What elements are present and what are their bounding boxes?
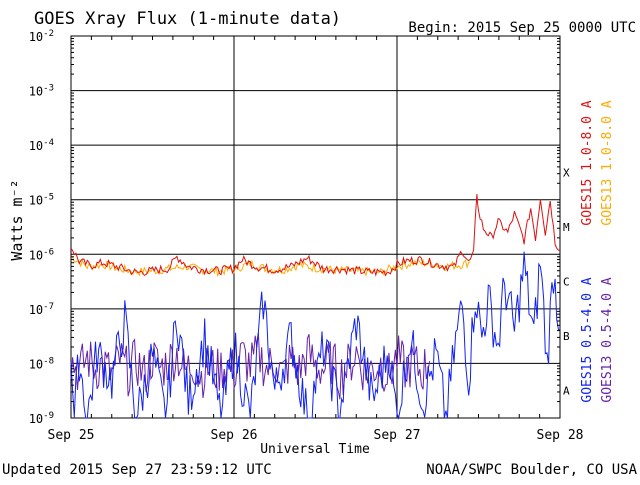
flare-class-label: X <box>563 166 570 179</box>
x-axis-label: Universal Time <box>260 442 370 457</box>
legend-entry: GOES13 1.0-8.0 A <box>600 100 615 225</box>
y-tick-label: 10-7 <box>29 302 54 317</box>
x-tick-label: Sep 26 <box>211 428 258 443</box>
legend-entry: GOES15 1.0-8.0 A <box>580 100 595 225</box>
y-tick-label: 10-6 <box>29 247 54 262</box>
y-tick-label: 10-5 <box>29 193 54 208</box>
x-tick-label: Sep 27 <box>374 428 421 443</box>
updated-timestamp: Updated 2015 Sep 27 23:59:12 UTC <box>2 462 272 478</box>
y-tick-label: 10-4 <box>29 138 54 153</box>
flare-class-label: C <box>563 276 570 289</box>
legend-entry: GOES15 0.5-4.0 A <box>580 277 595 402</box>
x-tick-label: Sep 25 <box>48 428 95 443</box>
legend: GOES15 1.0-8.0 A GOES13 1.0-8.0 A GOES15 0… <box>580 100 615 402</box>
x-axis-ticks: Sep 25 Sep 26 Sep 27 Sep 28 <box>48 36 584 443</box>
flare-class-label: B <box>563 330 570 343</box>
flare-class-label: M <box>563 221 570 234</box>
y-tick-label: 10-8 <box>29 356 54 371</box>
y-tick-label: 10-2 <box>29 29 54 44</box>
y-axis-label: Watts m⁻² <box>8 179 26 260</box>
series-line <box>70 251 561 420</box>
legend-entry: GOES13 0.5-4.0 A <box>600 277 615 402</box>
y-tick-label: 10-3 <box>29 84 54 99</box>
series-line <box>70 256 471 278</box>
begin-label: Begin: 2015 Sep 25 0000 UTC <box>408 20 636 36</box>
chart-title: GOES Xray Flux (1-minute data) <box>34 9 341 29</box>
flare-class-label: A <box>563 385 570 398</box>
flare-class-labels: X M C B A <box>563 166 570 397</box>
series-line <box>70 332 431 400</box>
y-tick-label: 10-9 <box>29 411 54 426</box>
y-axis-ticks: 10-2 10-3 10-4 10-5 10-6 10-7 10-8 10-9 <box>29 29 560 426</box>
credit-label: NOAA/SWPC Boulder, CO USA <box>426 462 637 478</box>
series-line <box>70 194 561 277</box>
x-tick-label: Sep 28 <box>537 428 584 443</box>
series-lines <box>70 194 561 420</box>
